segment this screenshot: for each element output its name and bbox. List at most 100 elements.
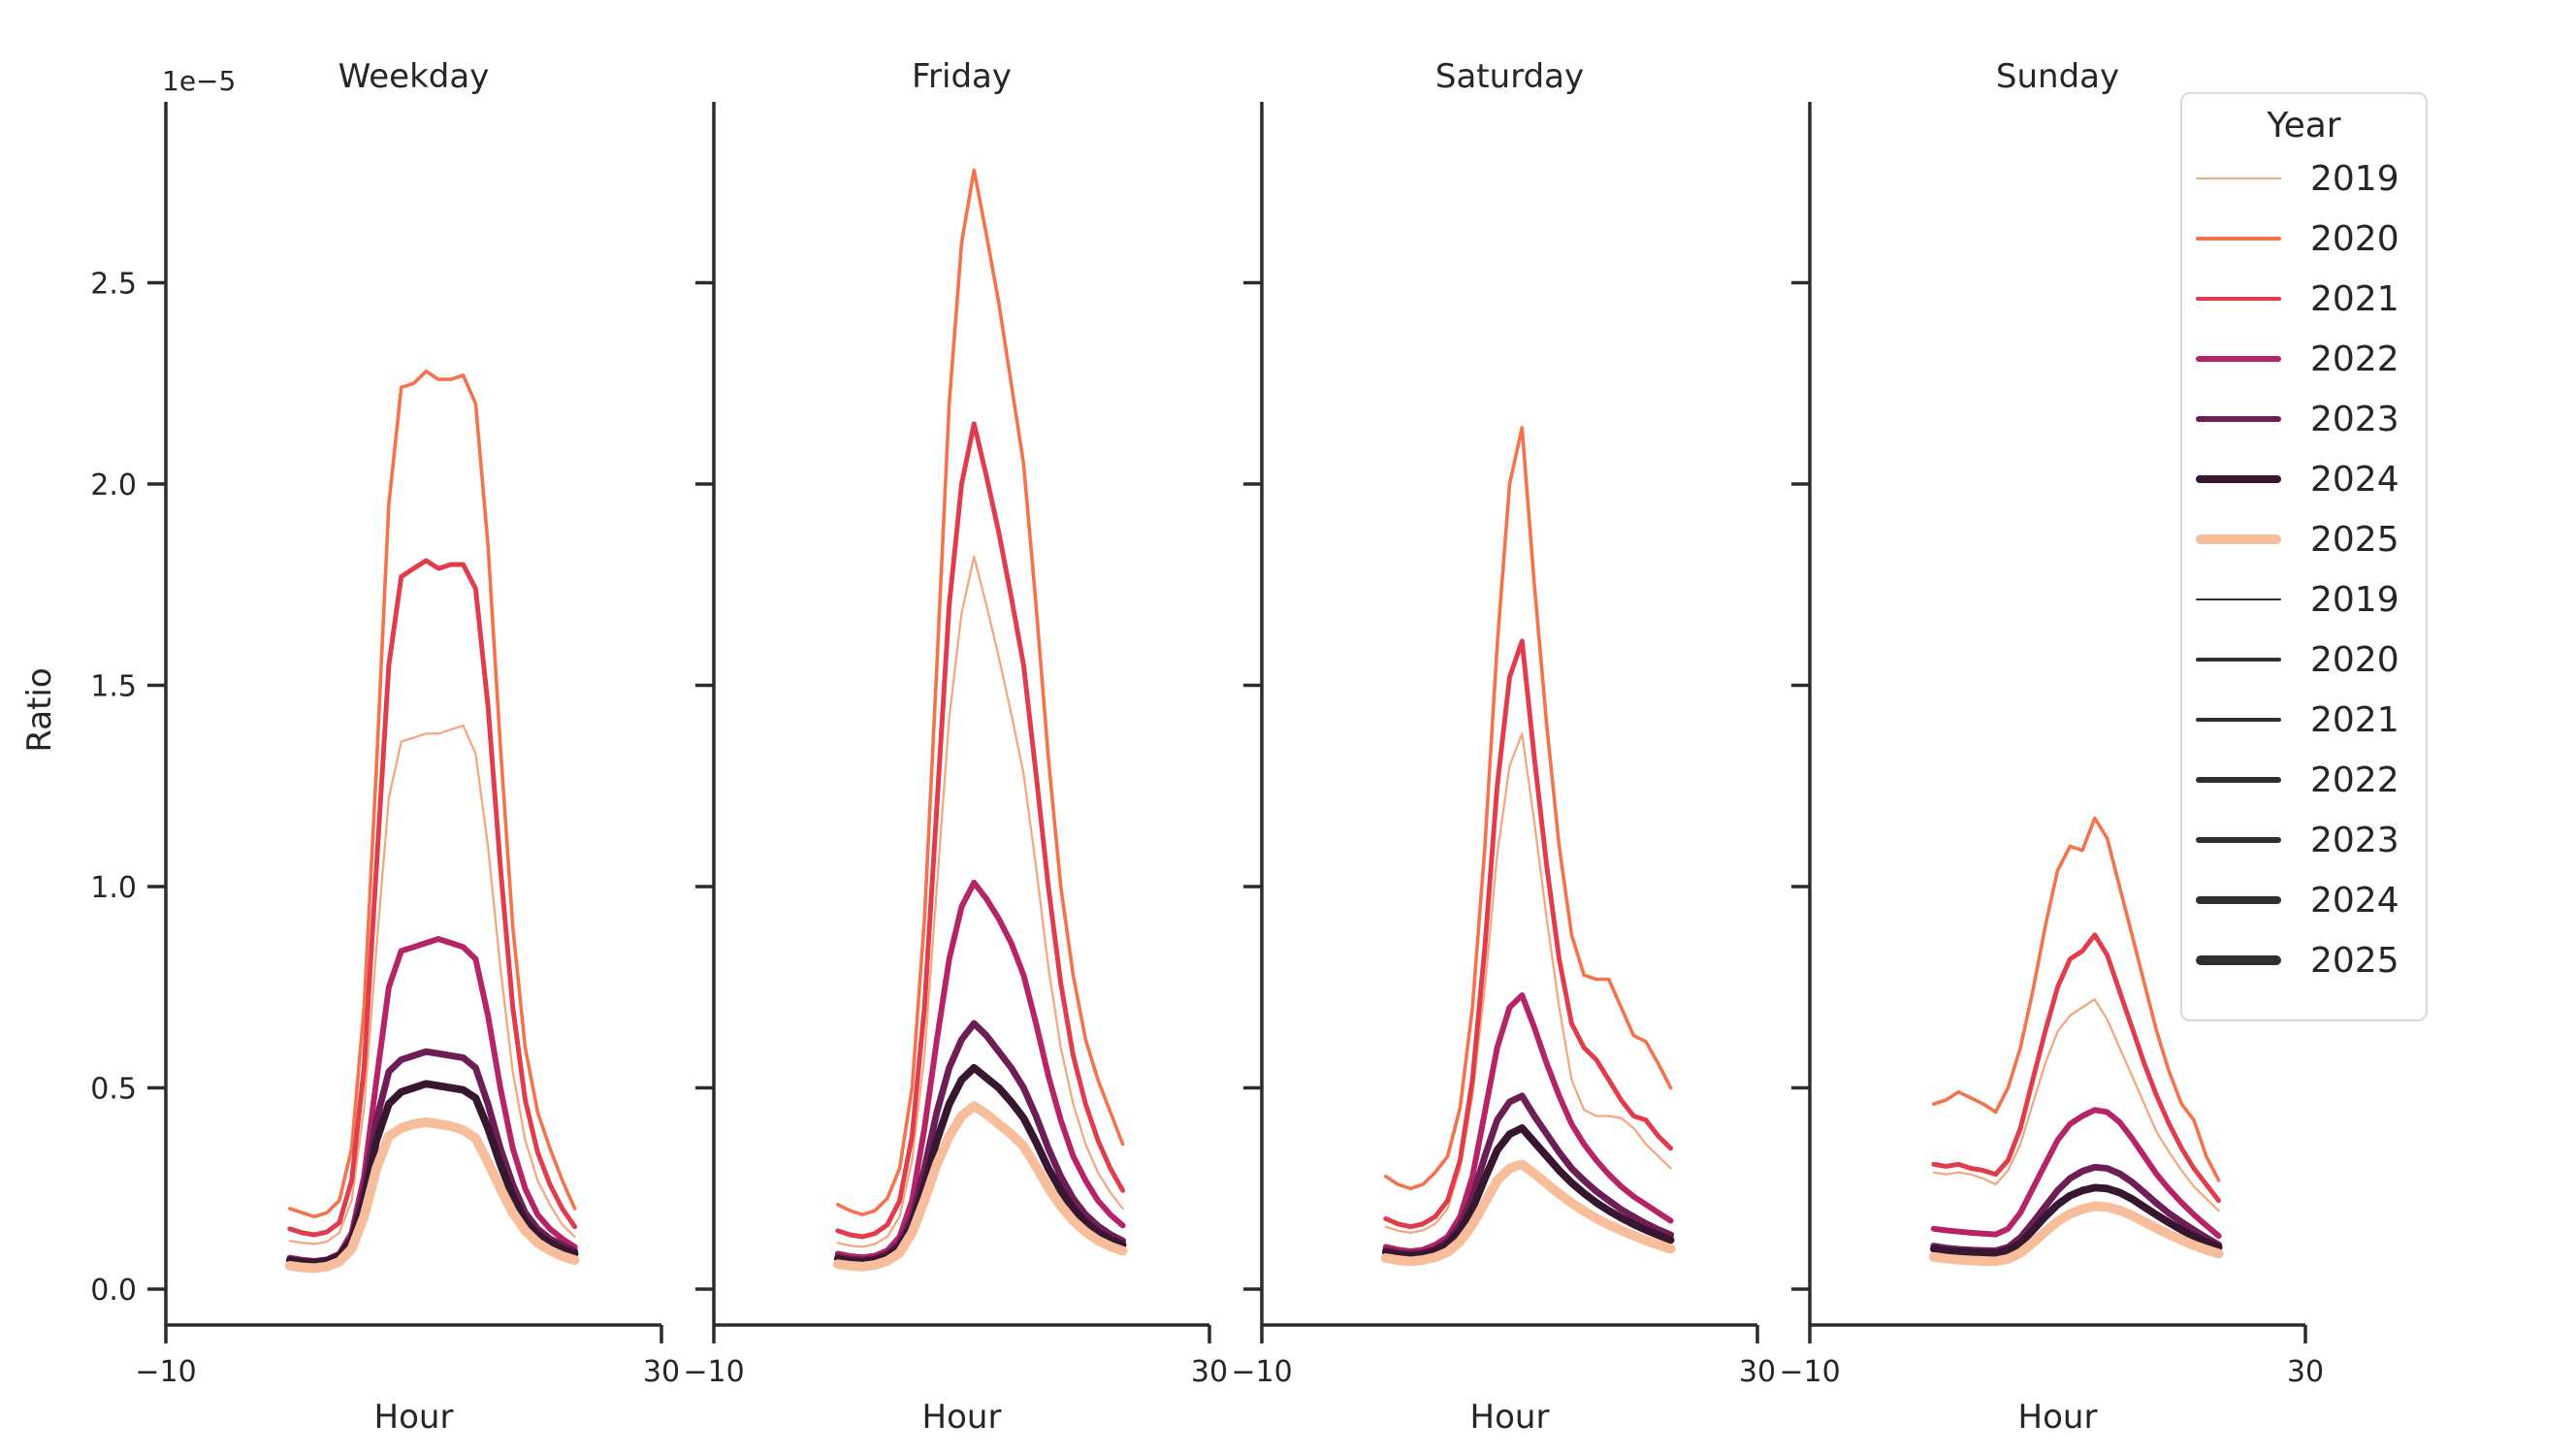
x-axis-label: Hour	[1470, 1398, 1550, 1437]
series-line-2024-weekday	[285, 1080, 579, 1267]
legend-line-swatch	[2196, 717, 2281, 723]
legend-line-swatch	[2196, 534, 2281, 544]
series-line-2022-sunday	[1930, 1107, 2222, 1240]
x-tick-label: 30	[1739, 1355, 1776, 1389]
x-tick-label: −10	[683, 1355, 744, 1389]
x-tick-label: 30	[1191, 1355, 1228, 1389]
legend-line-swatch	[2196, 598, 2281, 601]
series-line-2019-weekday	[288, 724, 576, 1245]
legend-item-label: 2023	[2310, 820, 2399, 860]
line-swatch-icon	[2196, 777, 2281, 783]
panel-title: Sunday	[1996, 57, 2119, 96]
series-line-2021-saturday	[1383, 638, 1674, 1230]
series-line-2024-sunday	[1929, 1183, 2223, 1257]
legend-item-label: 2025	[2310, 519, 2399, 560]
legend-item-label: 2024	[2310, 880, 2399, 921]
line-swatch-icon	[2196, 356, 2281, 362]
legend-item-color-2020: 2020	[2182, 209, 2426, 269]
legend-item-label: 2020	[2310, 639, 2399, 680]
legend-line-swatch	[2196, 658, 2281, 662]
panel-title: Saturday	[1435, 57, 1584, 96]
x-axis-label: Hour	[2018, 1398, 2098, 1437]
legend-items: 2019 2020 2021 2022 2023 2024 2025 2019 2020 2021…	[2182, 148, 2426, 990]
legend-item-label: 2023	[2310, 399, 2399, 439]
legend-line-swatch	[2196, 177, 2281, 180]
legend-item-label: 2019	[2310, 158, 2399, 199]
legend-item-label: 2022	[2310, 760, 2399, 800]
series-line-2020-saturday	[1384, 426, 1673, 1191]
series-line-2019-sunday	[1932, 998, 2220, 1212]
line-swatch-icon	[2196, 534, 2281, 544]
y-tick-label: 0.0	[90, 1274, 137, 1308]
y-tick-label: 2.0	[90, 469, 137, 502]
line-swatch-icon	[2196, 415, 2281, 423]
x-tick-label: 30	[2287, 1355, 2324, 1389]
legend-line-swatch	[2196, 896, 2281, 904]
line-swatch-icon	[2196, 598, 2281, 601]
x-axis-label: Hour	[374, 1398, 454, 1437]
series-line-2021-friday	[835, 421, 1126, 1240]
legend-item-color-2021: 2021	[2182, 269, 2426, 329]
y-tick-label: 1.0	[90, 871, 137, 905]
legend-item-label: 2024	[2310, 459, 2399, 500]
panel-saturday: −10 30 Saturday Hour	[1231, 57, 1776, 1437]
legend-line-swatch	[2196, 415, 2281, 423]
legend-line-swatch	[2196, 777, 2281, 783]
legend-item-color-2023: 2023	[2182, 389, 2426, 449]
x-tick-label: 30	[643, 1355, 680, 1389]
x-axis-label: Hour	[922, 1398, 1002, 1437]
series-line-2022-saturday	[1382, 992, 1674, 1254]
series-line-2025-weekday	[284, 1116, 580, 1274]
legend-item-label: 2025	[2310, 940, 2399, 981]
x-tick-label: −10	[1779, 1355, 1840, 1389]
line-swatch-icon	[2196, 836, 2281, 844]
legend-item-label: 2021	[2310, 278, 2399, 319]
line-swatch-icon	[2196, 237, 2281, 241]
series-line-2025-friday	[832, 1101, 1128, 1272]
line-swatch-icon	[2196, 717, 2281, 723]
legend-item-color-2022: 2022	[2182, 329, 2426, 389]
line-swatch-icon	[2196, 296, 2281, 302]
legend-item-width-2024: 2024	[2182, 870, 2426, 930]
legend-item-color-2025: 2025	[2182, 509, 2426, 569]
line-swatch-icon	[2196, 658, 2281, 662]
x-tick-label: −10	[1231, 1355, 1292, 1389]
legend: Year 2019 2020 2021 2022 2023 2024 2025 2019 202…	[2180, 92, 2428, 1021]
series-line-2024-saturday	[1381, 1124, 1675, 1260]
legend-title: Year	[2267, 106, 2341, 146]
legend-line-swatch	[2196, 356, 2281, 362]
legend-item-color-2024: 2024	[2182, 449, 2426, 509]
legend-line-swatch	[2196, 955, 2281, 965]
series-line-2021-sunday	[1931, 932, 2222, 1204]
legend-item-color-2019: 2019	[2182, 148, 2426, 209]
y-tick-label: 0.5	[90, 1073, 137, 1107]
legend-item-label: 2019	[2310, 579, 2399, 620]
legend-item-width-2020: 2020	[2182, 630, 2426, 690]
series-line-2021-weekday	[287, 558, 578, 1238]
legend-item-label: 2021	[2310, 699, 2399, 740]
legend-item-label: 2022	[2310, 339, 2399, 379]
panel-friday: −10 30 Friday Hour	[683, 57, 1228, 1437]
legend-item-width-2023: 2023	[2182, 810, 2426, 870]
x-tick-label: −10	[135, 1355, 196, 1389]
legend-line-swatch	[2196, 836, 2281, 844]
series-line-2020-sunday	[1932, 816, 2221, 1182]
series-line-2022-weekday	[286, 936, 578, 1264]
y-axis-label: Ratio	[20, 667, 59, 752]
series-line-2025-sunday	[1928, 1201, 2224, 1267]
series-line-2019-friday	[836, 555, 1124, 1248]
y-tick-label: 2.5	[90, 268, 137, 302]
panel-sunday: −10 30 Sunday Hour	[1779, 57, 2324, 1437]
line-swatch-icon	[2196, 955, 2281, 965]
series-line-2020-weekday	[287, 369, 577, 1219]
series-line-2020-friday	[835, 168, 1125, 1216]
legend-line-swatch	[2196, 475, 2281, 483]
y-tick-label: 1.5	[90, 670, 137, 704]
line-swatch-icon	[2196, 896, 2281, 904]
legend-item-width-2022: 2022	[2182, 750, 2426, 810]
series-line-2025-saturday	[1380, 1159, 1676, 1267]
series-line-2019-saturday	[1384, 732, 1672, 1235]
legend-line-swatch	[2196, 237, 2281, 241]
